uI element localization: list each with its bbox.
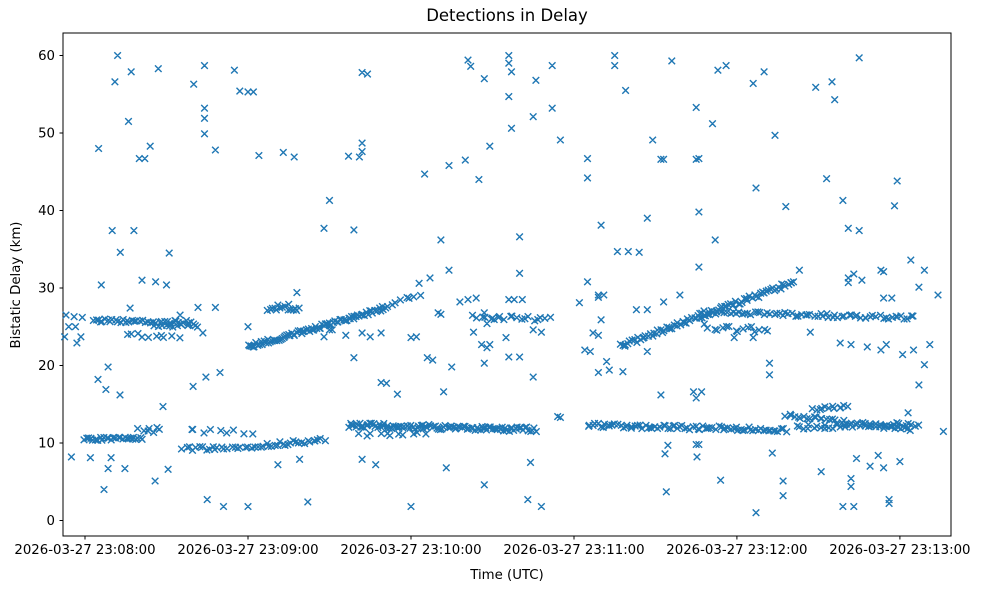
y-axis-label: Bistatic Delay (km) [9, 222, 24, 349]
plot-title: Detections in Delay [426, 6, 588, 25]
y-tick-label: 20 [38, 359, 55, 374]
y-axis-ticks: 0 10 20 30 40 50 60 [38, 49, 63, 529]
y-tick-label: 60 [38, 49, 55, 64]
x-tick-label: 2026-03-27 23:11:00 [503, 543, 644, 558]
x-axis-ticks: 2026-03-27 23:08:00 2026-03-27 23:09:00 20… [14, 536, 971, 558]
y-tick-label: 10 [38, 437, 55, 452]
y-tick-label: 50 [38, 127, 55, 142]
x-tick-label: 2026-03-27 23:12:00 [666, 543, 807, 558]
x-tick-label: 2026-03-27 23:13:00 [829, 543, 970, 558]
data-points [60, 51, 948, 517]
y-tick-label: 40 [38, 204, 55, 219]
y-tick-label: 0 [47, 514, 55, 529]
plot-frame [62, 32, 952, 537]
x-tick-label: 2026-03-27 23:09:00 [177, 543, 318, 558]
y-tick-label: 30 [38, 282, 55, 297]
x-axis-label: Time (UTC) [469, 568, 544, 583]
x-tick-label: 2026-03-27 23:10:00 [340, 543, 481, 558]
x-tick-label: 2026-03-27 23:08:00 [14, 543, 155, 558]
